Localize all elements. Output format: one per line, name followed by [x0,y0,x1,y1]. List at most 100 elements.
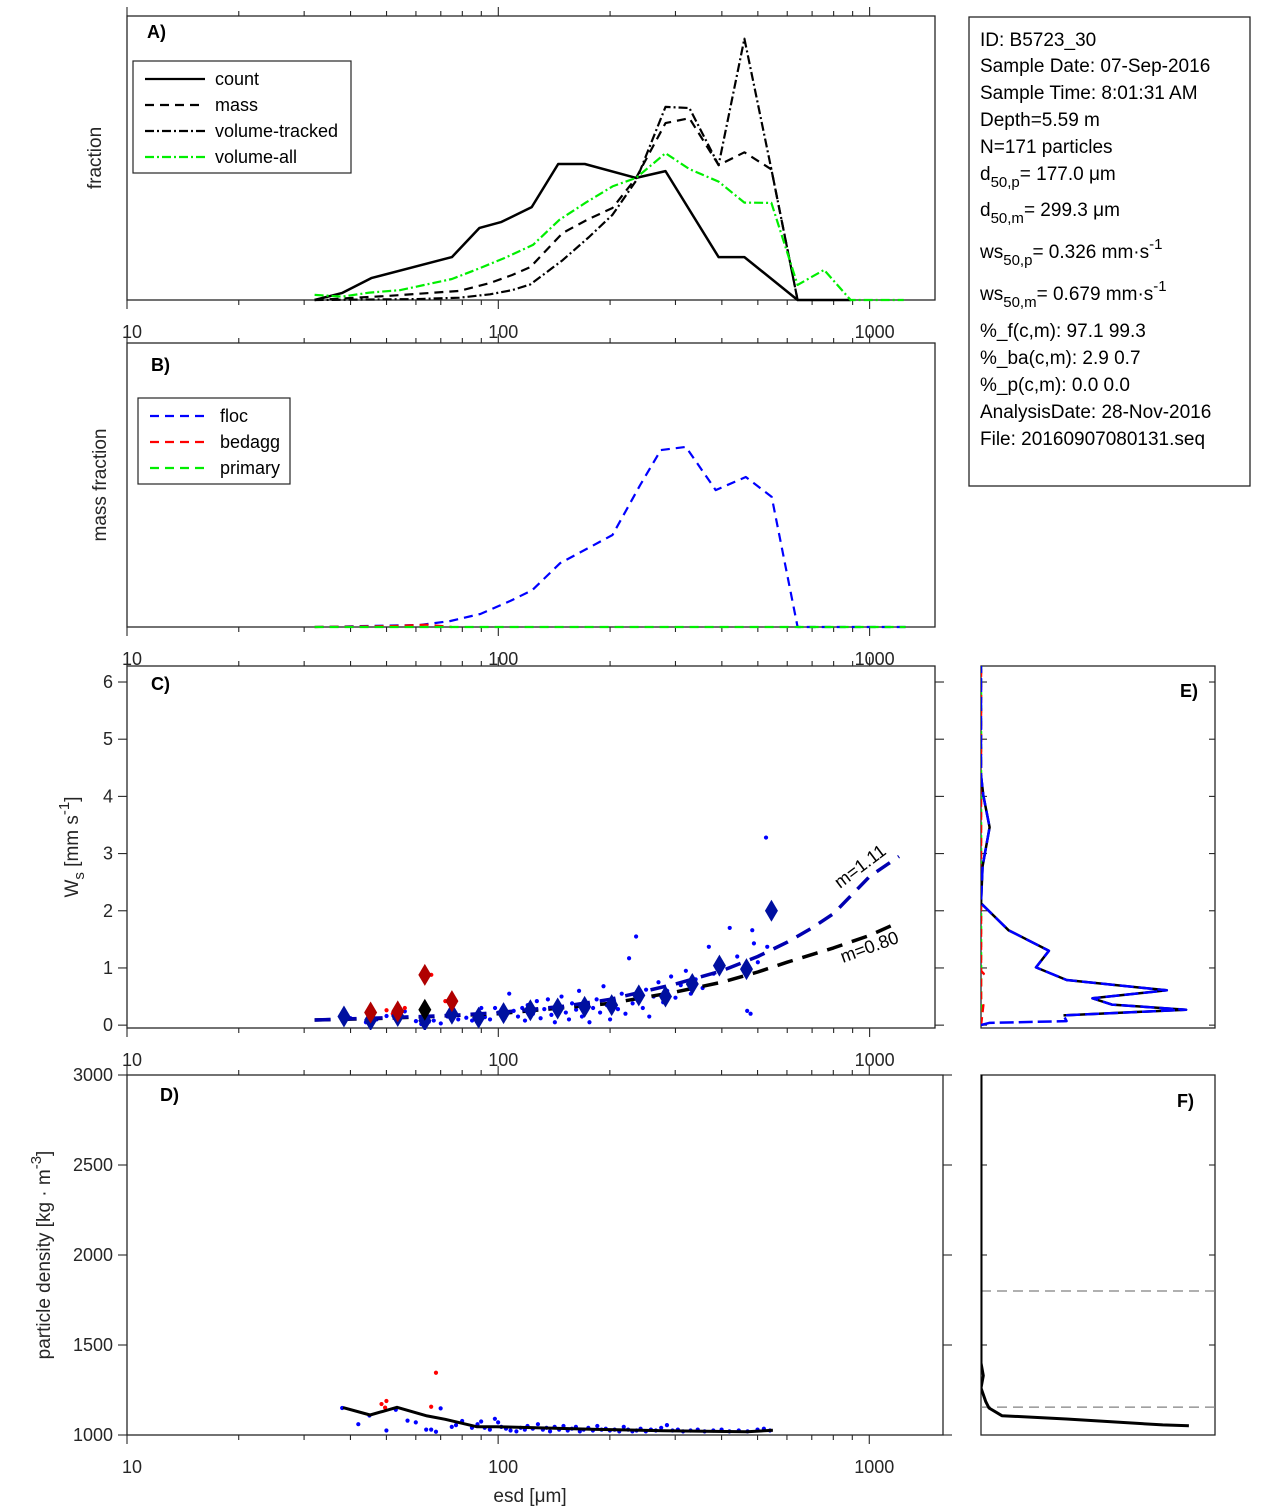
series-line [981,666,985,1026]
bin-mean-marker [472,1006,486,1029]
data-point [598,1010,603,1015]
y-axis-label-text: fraction [85,127,106,189]
data-point [438,1021,443,1026]
info-line: %_f(c,m): 97.1 99.3 [980,321,1146,342]
bin-mean-marker [764,899,778,922]
series-volume-all [314,152,904,302]
data-point [402,1009,407,1014]
data-point [630,1001,635,1006]
series-line [981,1075,1189,1428]
x-tick-label: 10 [122,322,142,342]
data-point [706,944,711,949]
panel-a: 10 100 1000 fraction count mass volume-tracked… [85,7,936,342]
data-point [765,944,770,949]
y-tick-label: 1500 [73,1335,113,1355]
series-line [314,854,900,1022]
data-point [574,1007,579,1012]
bin-mean-marker [658,985,672,1008]
x-tick-label: 100 [488,1457,518,1477]
info-line-text: AnalysisDate: 28-Nov-2016 [980,402,1211,423]
info-line-text: %_p(c,m): 0.0 0.0 [980,375,1130,396]
bin-mean-marker [364,1001,378,1024]
panel-label: E) [1180,681,1198,701]
data-point [569,1001,575,1006]
panel-label: C) [151,674,170,694]
panel-f-data [981,1075,1189,1428]
data-point [433,1429,439,1434]
y-axis-label-text: mass fraction [90,429,111,542]
info-line: AnalysisDate: 28-Nov-2016 [980,402,1211,423]
data-point [566,1017,572,1022]
info-line-text: N=171 particles [980,137,1113,158]
data-point [453,1423,459,1428]
y-tick-label: 6 [103,672,113,692]
data-point [492,1416,497,1421]
info-line: Sample Time: 8:01:31 AM [980,83,1198,104]
panel-c-data [314,835,900,1030]
info-line-text: d [980,164,991,185]
panel-c-frame [126,665,936,1029]
data-point [379,1401,384,1407]
panel-d-frame [126,1074,944,1436]
info-line-subscript: 50,p [991,174,1020,191]
x-tick-label: 100 [488,649,518,669]
data-point [511,1008,516,1013]
legend-label-floc: floc [220,406,248,426]
x-tick-label: 10 [122,1050,142,1070]
info-line-value: = 177.0 μm [1020,164,1116,185]
panel-d-x-ticks [126,1066,870,1444]
y-axis-label: mass fraction [90,429,111,542]
data-point [727,925,732,931]
bin-mean-marker [632,984,646,1007]
y-axis-label: fraction [85,127,106,189]
data-point [535,1422,541,1427]
x-axis-label: esd [μm] [493,1486,566,1507]
y-tick-label: 5 [103,729,113,749]
legend-frame [137,397,291,485]
data-point [595,1423,600,1429]
legend-label-volume-tracked: volume-tracked [215,121,338,141]
data-point [549,1012,554,1017]
data-point [623,1011,628,1016]
info-line-value: = 0.679 mm·s [1037,284,1154,305]
legend-label-volume-all: volume-all [215,147,297,167]
y-tick-label: 3 [103,844,113,864]
bin-mean-marker [685,972,699,995]
data-point [750,928,755,933]
data-point [763,835,769,840]
y-axis-label: Ws [mm s-1] [56,796,88,897]
data-point [755,960,760,965]
panel-d-data [340,1370,773,1434]
bin-mean-marker [391,1000,405,1023]
info-box: ID: B5723_30 Sample Date: 07-Sep-2016 Samp… [968,16,1251,487]
data-point [433,1370,439,1375]
data-point [384,1008,389,1013]
panel-label: A) [147,22,166,42]
data-point [545,997,550,1002]
x-tick-label: 1000 [855,322,895,342]
x-tick-label: 1000 [854,1457,894,1477]
x-tick-label: 1000 [855,1050,895,1070]
panel-b-legend: floc bedagg primary [137,397,291,485]
bin-mean-marker [605,994,619,1017]
data-point [673,995,678,1000]
panel-e-frame [980,665,1216,1029]
info-line-text: Depth=5.59 m [980,110,1100,131]
data-point [626,956,632,961]
info-line: Depth=5.59 m [980,110,1100,131]
info-line: File: 20160907080131.seq [980,429,1205,450]
legend-label-mass: mass [215,95,258,115]
info-line-text: d [980,200,991,221]
data-point [751,941,757,946]
data-point [643,987,649,992]
y-axis-label-superscript: -1 [56,802,73,815]
info-line-superscript: -1 [1149,236,1162,253]
info-box-frame [968,16,1251,487]
info-line-text: Sample Time: 8:01:31 AM [980,83,1198,104]
y-tick-label: 2000 [73,1245,113,1265]
data-point [579,1014,585,1019]
series-mass [314,117,799,302]
x-tick-label: 100 [488,1050,518,1070]
